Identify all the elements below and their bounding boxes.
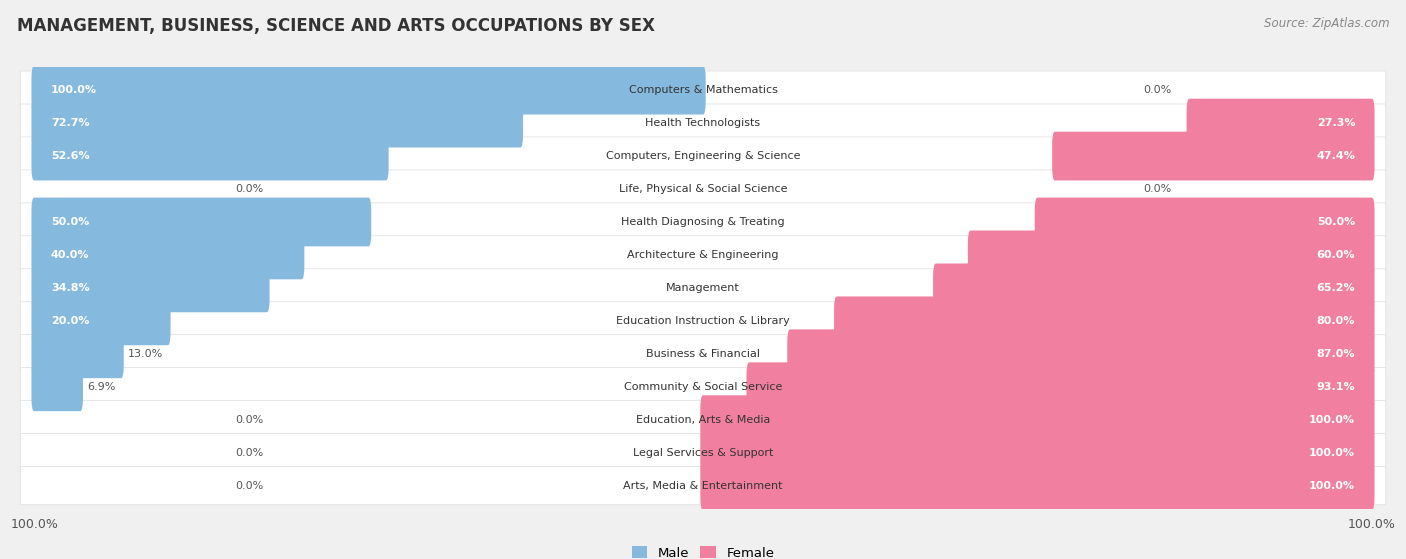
Text: Health Diagnosing & Treating: Health Diagnosing & Treating [621, 217, 785, 227]
FancyBboxPatch shape [31, 329, 124, 378]
Text: 0.0%: 0.0% [1143, 184, 1171, 194]
FancyBboxPatch shape [700, 395, 1375, 444]
Text: Management: Management [666, 283, 740, 293]
Text: Community & Social Service: Community & Social Service [624, 382, 782, 392]
FancyBboxPatch shape [1052, 132, 1375, 181]
FancyBboxPatch shape [31, 132, 388, 181]
Text: Health Technologists: Health Technologists [645, 118, 761, 128]
FancyBboxPatch shape [20, 269, 1386, 307]
Text: 72.7%: 72.7% [51, 118, 90, 128]
Text: 47.4%: 47.4% [1316, 151, 1355, 161]
FancyBboxPatch shape [31, 296, 170, 345]
Text: 40.0%: 40.0% [51, 250, 90, 260]
FancyBboxPatch shape [20, 434, 1386, 472]
Text: 34.8%: 34.8% [51, 283, 90, 293]
Text: 0.0%: 0.0% [235, 415, 263, 425]
FancyBboxPatch shape [747, 362, 1375, 411]
Legend: Male, Female: Male, Female [631, 546, 775, 559]
Text: 93.1%: 93.1% [1316, 382, 1355, 392]
FancyBboxPatch shape [31, 99, 523, 148]
Text: MANAGEMENT, BUSINESS, SCIENCE AND ARTS OCCUPATIONS BY SEX: MANAGEMENT, BUSINESS, SCIENCE AND ARTS O… [17, 17, 655, 35]
Text: 13.0%: 13.0% [128, 349, 163, 359]
FancyBboxPatch shape [20, 368, 1386, 406]
Text: 0.0%: 0.0% [235, 481, 263, 491]
FancyBboxPatch shape [20, 137, 1386, 175]
FancyBboxPatch shape [20, 302, 1386, 340]
FancyBboxPatch shape [20, 236, 1386, 274]
FancyBboxPatch shape [31, 230, 304, 280]
FancyBboxPatch shape [31, 362, 83, 411]
FancyBboxPatch shape [20, 467, 1386, 505]
Text: Life, Physical & Social Science: Life, Physical & Social Science [619, 184, 787, 194]
Text: Arts, Media & Entertainment: Arts, Media & Entertainment [623, 481, 783, 491]
Text: Legal Services & Support: Legal Services & Support [633, 448, 773, 458]
Text: 100.0%: 100.0% [1309, 448, 1355, 458]
Text: 87.0%: 87.0% [1316, 349, 1355, 359]
FancyBboxPatch shape [934, 263, 1375, 312]
FancyBboxPatch shape [834, 296, 1375, 345]
Text: Education, Arts & Media: Education, Arts & Media [636, 415, 770, 425]
FancyBboxPatch shape [20, 203, 1386, 241]
FancyBboxPatch shape [1187, 99, 1375, 148]
FancyBboxPatch shape [20, 335, 1386, 373]
Text: Computers & Mathematics: Computers & Mathematics [628, 85, 778, 95]
Text: 60.0%: 60.0% [1316, 250, 1355, 260]
Text: 27.3%: 27.3% [1316, 118, 1355, 128]
Text: 0.0%: 0.0% [1143, 85, 1171, 95]
Text: 100.0%: 100.0% [1309, 415, 1355, 425]
Text: Education Instruction & Library: Education Instruction & Library [616, 316, 790, 326]
Text: 52.6%: 52.6% [51, 151, 90, 161]
Text: 50.0%: 50.0% [51, 217, 89, 227]
FancyBboxPatch shape [20, 170, 1386, 208]
Text: 100.0%: 100.0% [1309, 481, 1355, 491]
FancyBboxPatch shape [20, 401, 1386, 439]
FancyBboxPatch shape [700, 428, 1375, 477]
Text: 6.9%: 6.9% [87, 382, 115, 392]
Text: 0.0%: 0.0% [235, 184, 263, 194]
Text: Business & Financial: Business & Financial [645, 349, 761, 359]
Text: 0.0%: 0.0% [235, 448, 263, 458]
Text: 65.2%: 65.2% [1316, 283, 1355, 293]
Text: 100.0%: 100.0% [51, 85, 97, 95]
FancyBboxPatch shape [20, 104, 1386, 142]
Text: Computers, Engineering & Science: Computers, Engineering & Science [606, 151, 800, 161]
FancyBboxPatch shape [787, 329, 1375, 378]
FancyBboxPatch shape [31, 197, 371, 247]
FancyBboxPatch shape [20, 71, 1386, 109]
FancyBboxPatch shape [31, 263, 270, 312]
FancyBboxPatch shape [1035, 197, 1375, 247]
FancyBboxPatch shape [31, 66, 706, 115]
Text: 80.0%: 80.0% [1317, 316, 1355, 326]
Text: 50.0%: 50.0% [1317, 217, 1355, 227]
Text: 20.0%: 20.0% [51, 316, 89, 326]
FancyBboxPatch shape [700, 461, 1375, 510]
FancyBboxPatch shape [967, 230, 1375, 280]
Text: Source: ZipAtlas.com: Source: ZipAtlas.com [1264, 17, 1389, 30]
Text: Architecture & Engineering: Architecture & Engineering [627, 250, 779, 260]
